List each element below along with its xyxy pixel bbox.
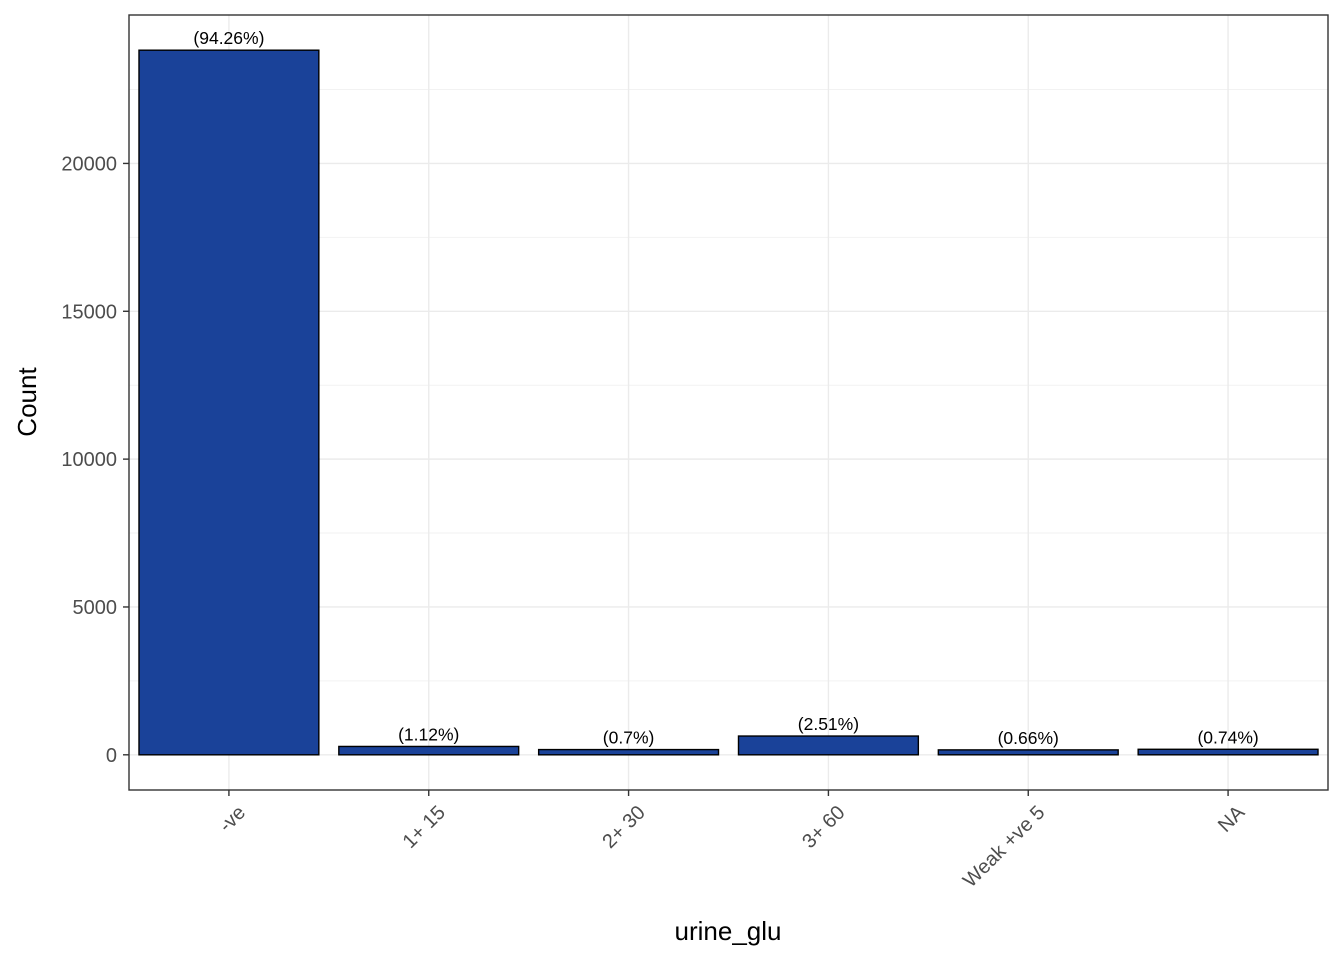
x-tick-label: 1+ 15 (399, 802, 450, 853)
y-tick-label: 15000 (61, 301, 117, 323)
bar (138, 49, 320, 756)
x-tick-label: 3+ 60 (798, 802, 849, 853)
x-axis-title: urine_glu (675, 916, 782, 946)
y-tick-label: 20000 (61, 153, 117, 175)
bar (1137, 748, 1319, 756)
x-tick-label: NA (1214, 801, 1250, 837)
y-tick-label: 0 (106, 745, 117, 767)
bar (338, 745, 520, 756)
bars (138, 49, 1319, 756)
bar (537, 748, 720, 756)
x-axis-ticks: -ve 1+ 15 2+ 30 3+ 60 Weak +ve 5 NA (215, 790, 1250, 892)
x-tick-label: -ve (215, 802, 250, 837)
x-tick-label: Weak +ve 5 (959, 802, 1049, 892)
bar-data-label: (94.26%) (193, 28, 264, 48)
plot-background (129, 15, 1328, 790)
bar-labels: (94.26%) (1.12%) (0.7%) (2.51%) (0.66%) (0.74… (193, 28, 1258, 748)
x-tick-label: 2+ 30 (598, 802, 649, 853)
bar-data-label: (1.12%) (398, 724, 459, 744)
y-tick-label: 10000 (61, 449, 117, 471)
bar-data-label: (0.74%) (1197, 727, 1258, 747)
bar-data-label: (0.7%) (603, 728, 655, 748)
y-axis-title: Count (12, 367, 42, 437)
bar (737, 735, 920, 756)
plot-border (128, 14, 1329, 791)
bar-data-label: (0.66%) (998, 728, 1059, 748)
bar-data-label: (2.51%) (798, 714, 859, 734)
y-axis-ticks: 0 5000 10000 15000 20000 (61, 153, 129, 767)
y-tick-label: 5000 (73, 597, 118, 619)
bar (937, 749, 1119, 756)
minor-gridlines (129, 89, 1328, 682)
